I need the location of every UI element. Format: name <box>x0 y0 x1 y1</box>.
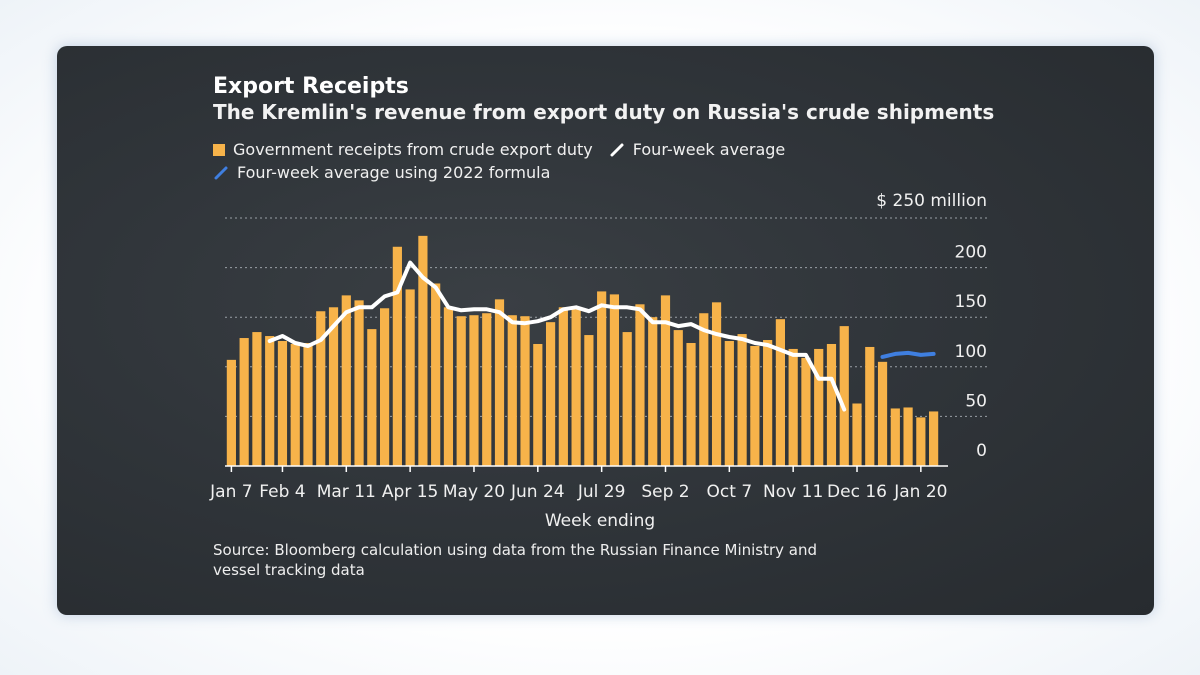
x-tick-label: Jan 20 <box>893 482 947 502</box>
bar <box>252 332 262 466</box>
bar <box>405 289 415 466</box>
y-tick-label: 50 <box>965 391 987 411</box>
legend-avg-label: Four-week average <box>632 140 786 159</box>
x-tick-label: Jul 29 <box>577 482 626 502</box>
bar <box>877 361 888 466</box>
legend-avg2022-swatch-icon <box>214 166 228 179</box>
x-tick-label: Mar 11 <box>317 482 376 502</box>
bar <box>277 341 288 466</box>
bar <box>545 322 556 466</box>
x-axis-label: Week ending <box>545 511 655 531</box>
four-week-average-2022-line <box>880 350 936 359</box>
bar <box>699 313 709 466</box>
bar <box>571 309 581 466</box>
legend-avg2022-label: Four-week average using 2022 formula <box>237 163 551 182</box>
y-tick-label: 200 <box>955 243 987 263</box>
bar <box>903 407 913 466</box>
bar <box>597 291 607 466</box>
bar <box>916 417 926 466</box>
y-axis-unit-label: $ 250 million <box>876 191 987 211</box>
bar <box>635 304 645 466</box>
bar <box>341 295 351 466</box>
bar <box>686 342 696 466</box>
legend-row-2: Four-week average using 2022 formula <box>213 163 550 182</box>
x-tick-label: Feb 4 <box>259 482 305 502</box>
line-series <box>267 260 936 412</box>
y-tick-label: 150 <box>955 292 987 312</box>
bar <box>328 307 339 466</box>
x-tick-label: May 20 <box>443 482 505 502</box>
bar <box>558 307 568 466</box>
bar <box>724 341 734 466</box>
bar <box>648 317 658 466</box>
bar <box>622 332 632 466</box>
legend-bar-swatch <box>213 143 225 156</box>
bar <box>265 336 275 466</box>
x-tick-label: Jun 24 <box>510 482 565 502</box>
bar <box>226 359 236 466</box>
bar <box>750 345 760 466</box>
chart-title: Export Receipts <box>213 74 409 99</box>
bar <box>380 308 390 466</box>
x-tick-label: Nov 11 <box>763 482 823 502</box>
bar <box>826 343 837 466</box>
bar <box>890 408 900 466</box>
chalkboard-card: Export Receipts The Kremlin's revenue fr… <box>57 46 1154 615</box>
legend-avg-swatch-icon <box>610 143 624 156</box>
bar <box>609 294 620 466</box>
bar <box>584 335 594 466</box>
source-note: Source: Bloomberg calculation using data… <box>213 541 818 579</box>
bar <box>507 315 517 466</box>
y-tick-label: 0 <box>976 441 987 461</box>
bar <box>865 346 875 466</box>
bar <box>929 411 939 466</box>
bar <box>290 343 300 466</box>
legend-bars-label: Government receipts from crude export du… <box>233 140 593 159</box>
x-tick-label: Dec 16 <box>827 482 887 502</box>
bar <box>852 403 862 466</box>
bar <box>660 295 671 466</box>
four-week-average-line <box>267 260 847 412</box>
bar <box>711 302 722 466</box>
x-tick-label: Jan 7 <box>209 482 252 502</box>
x-tick-label: Oct 7 <box>707 482 753 502</box>
bar <box>801 357 811 466</box>
x-tick-label: Sep 2 <box>641 482 689 502</box>
bar <box>814 348 824 466</box>
bar <box>431 283 441 466</box>
bar <box>482 313 492 466</box>
bar <box>737 334 747 466</box>
x-tick-label: Apr 15 <box>382 482 438 502</box>
bar <box>316 311 326 466</box>
chart-subtitle: The Kremlin's revenue from export duty o… <box>213 100 995 124</box>
bar <box>763 340 773 466</box>
bar <box>469 315 479 466</box>
bar <box>239 338 249 466</box>
bar-series <box>226 235 939 466</box>
bar <box>392 246 402 466</box>
bar <box>520 316 530 466</box>
bar <box>775 319 785 466</box>
bar <box>456 316 466 466</box>
bar <box>354 300 364 466</box>
bar <box>418 235 428 466</box>
bar <box>533 343 543 466</box>
y-tick-label: 100 <box>955 342 987 362</box>
bar <box>367 329 377 466</box>
bar <box>443 307 454 466</box>
bar <box>494 299 505 466</box>
axes: 0 50 100 150 200 Jan 7 Feb 4 Mar 11 Apr 15 May 20… <box>209 243 987 502</box>
bar <box>673 330 683 466</box>
bar <box>839 326 849 466</box>
legend-row-1: Government receipts from crude export du… <box>213 140 785 159</box>
bar <box>788 348 798 466</box>
bar <box>303 342 313 466</box>
chart-plot: 0 50 100 150 200 Jan 7 Feb 4 Mar 11 Apr 15 May 20… <box>209 191 987 531</box>
